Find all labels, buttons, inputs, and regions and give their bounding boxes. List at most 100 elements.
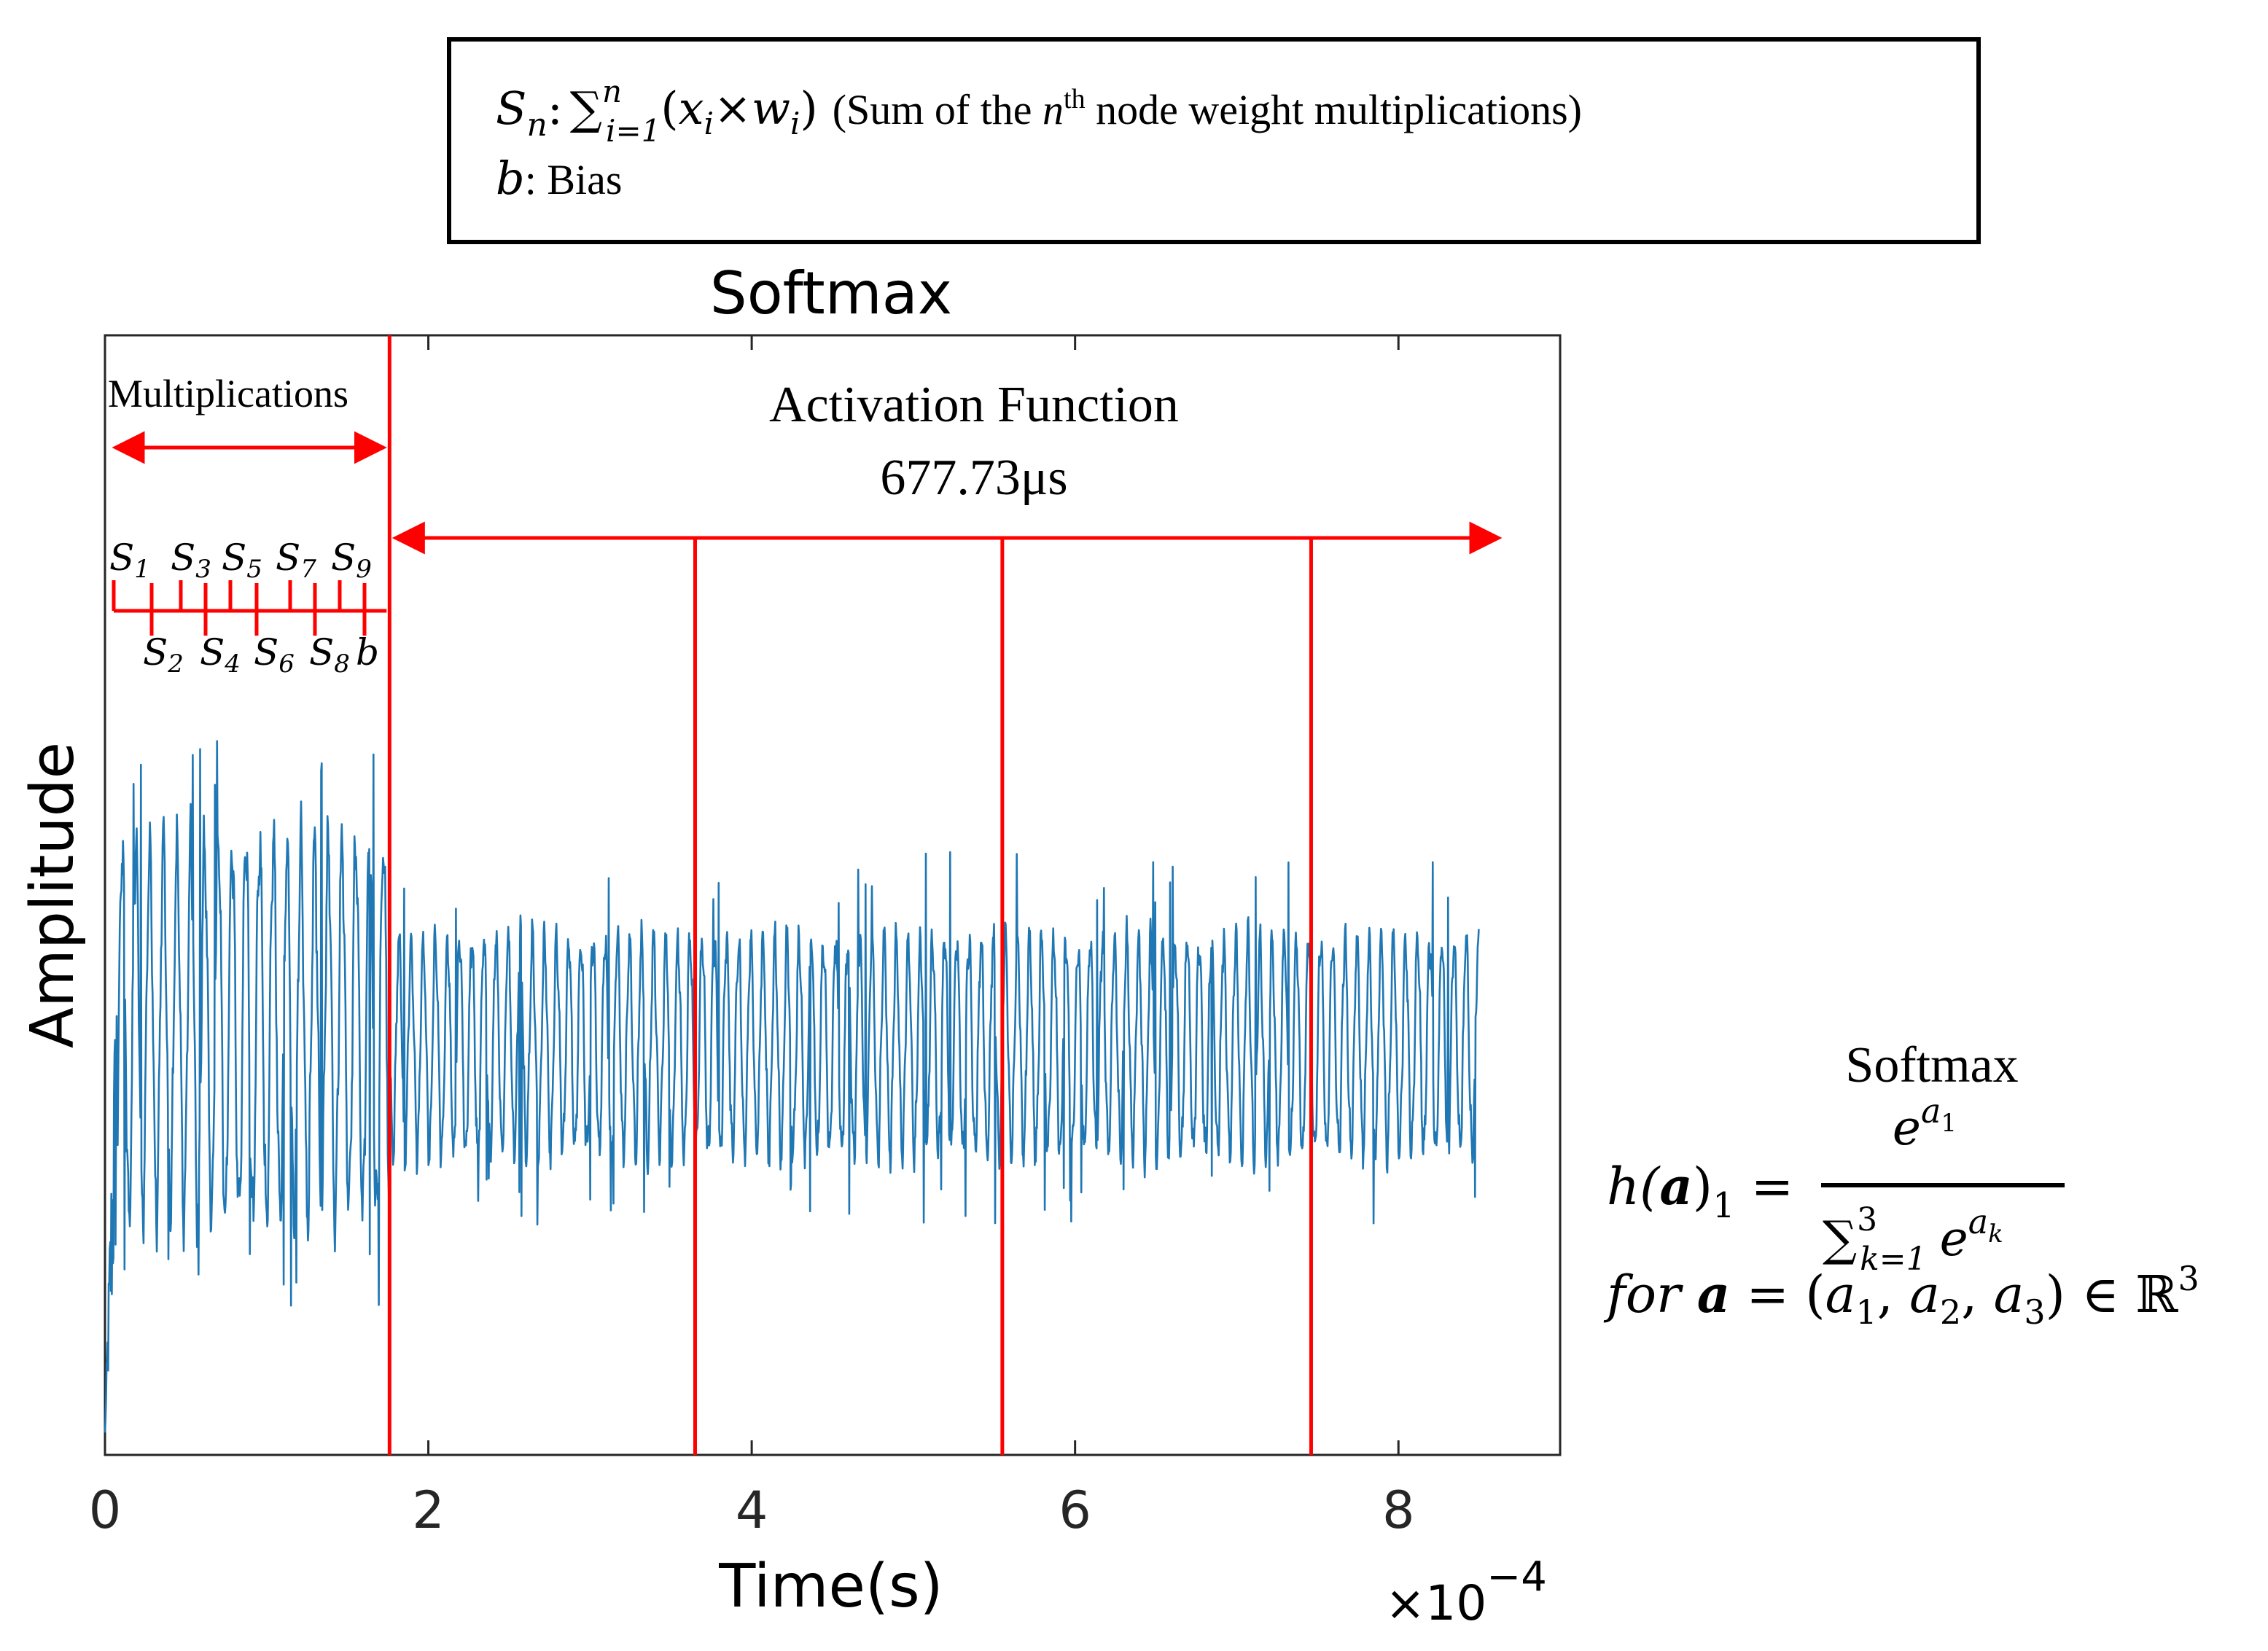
domain-a2-sub: 2 <box>1940 1292 1961 1332</box>
x-multiplier-exponent: −4 <box>1486 1553 1547 1601</box>
signal-line <box>104 740 1481 1433</box>
sum-sign: ∑ <box>570 82 602 135</box>
node-label-bottom: S8 <box>309 631 350 679</box>
node-label-sym: S <box>171 536 195 579</box>
node-label-bottom: S6 <box>254 631 295 679</box>
node-label-top: S1 <box>109 536 150 584</box>
x-tick-label: 2 <box>412 1480 445 1540</box>
node-label-sym: S <box>276 536 300 579</box>
x-axis-label: Time(s) <box>718 1552 943 1621</box>
node-label-sub: 6 <box>278 649 295 679</box>
node-label-top: S5 <box>222 536 262 584</box>
den-sum-sub: k=1 <box>1860 1241 1927 1278</box>
node-label-top: S9 <box>331 536 372 584</box>
sym-b: b <box>496 152 525 205</box>
node-label-sub: 8 <box>334 649 350 679</box>
y-axis-label: Amplitude <box>18 742 87 1048</box>
softmax-formula: Softmax h(a)1 = ea1 ∑3 k=1 eak for a = (a1,… <box>1603 1037 2199 1332</box>
sym-colon: : <box>547 82 563 135</box>
den-sum: ∑ <box>1823 1211 1857 1267</box>
node-label-sym: S <box>222 536 246 579</box>
node-label-sub: 3 <box>195 555 211 584</box>
sym-s: S <box>496 82 526 135</box>
x-multiplier: ×10−4 <box>1385 1553 1547 1631</box>
paren-close: ) <box>800 82 817 135</box>
node-label-sym: b <box>356 631 379 674</box>
formula-equals: = <box>1751 1157 1794 1217</box>
num-exp-sub: 1 <box>1941 1109 1957 1138</box>
domain-comma-1: , <box>1877 1265 1910 1324</box>
domain-for: for <box>1603 1265 1697 1324</box>
sym-i-sub-2: i <box>790 106 800 141</box>
sym-times: × <box>714 82 752 135</box>
x-multiplier-base: ×10 <box>1385 1575 1486 1631</box>
sum-sub: i=1 <box>606 113 660 149</box>
formula-paren: ) <box>1693 1157 1712 1217</box>
x-tick-label: 6 <box>1059 1480 1091 1540</box>
formula-sub-1: 1 <box>1712 1185 1735 1226</box>
node-label-bottom: b <box>356 631 379 674</box>
node-label-sym: S <box>309 631 334 674</box>
node-label-bottom: S2 <box>143 631 184 679</box>
domain-comma-2: , <box>1961 1265 1994 1324</box>
definition-line-1: Sn: ∑n i=1(xi×wi) (Sum of the nth node weig… <box>496 74 1582 149</box>
node-label-sym: S <box>143 631 168 674</box>
den-sum-sup: 3 <box>1857 1201 1877 1238</box>
domain-eq: = ( <box>1730 1265 1825 1324</box>
definition-box-frame <box>447 37 1981 244</box>
x-tick-label: 4 <box>736 1480 768 1540</box>
definition-line-2: b: Bias <box>496 152 622 205</box>
domain-a-bold: a <box>1697 1264 1730 1324</box>
node-label-bottom: S4 <box>200 631 241 679</box>
node-label-sub: 9 <box>356 555 372 584</box>
sym-x: x <box>679 82 704 135</box>
multiplications-label: Multiplications <box>108 372 348 415</box>
formula-heading: Softmax <box>1845 1037 2018 1093</box>
activation-duration: 677.73μs <box>880 450 1067 506</box>
node-label-sub: 1 <box>134 555 150 584</box>
activation-label: Activation Function <box>769 377 1179 433</box>
x-tick-label: 0 <box>89 1480 122 1540</box>
sym-w: w <box>752 82 790 135</box>
node-label-sub: 7 <box>300 555 316 584</box>
node-label-sub: 5 <box>246 555 262 584</box>
definition-text-th: th <box>1064 84 1086 114</box>
den-exp-sub: k <box>1988 1219 2003 1249</box>
formula-a-bold: a <box>1659 1156 1692 1217</box>
node-label-sub: 2 <box>167 649 184 679</box>
sum-sup: n <box>602 74 622 109</box>
domain-a1-sub: 1 <box>1855 1292 1877 1332</box>
domain-a3-sub: 3 <box>2024 1292 2045 1332</box>
num-e: e <box>1893 1100 1921 1156</box>
formula-numerator: ea1 <box>1893 1091 1957 1156</box>
sym-i-sub-1: i <box>704 106 714 141</box>
x-tick-label: 8 <box>1382 1480 1415 1540</box>
node-label-sym: S <box>200 631 225 674</box>
sym-n-sub: n <box>526 106 547 144</box>
den-exp-a: a <box>1968 1202 1988 1241</box>
formula-domain: for a = (a1, a2, a3) ∈ ℝ3 <box>1603 1259 2199 1332</box>
marker-layer <box>112 335 1503 1455</box>
formula-h: h( <box>1607 1157 1661 1217</box>
node-label-sym: S <box>254 631 278 674</box>
domain-sup: 3 <box>2178 1259 2199 1298</box>
den-e: e <box>1940 1211 1968 1267</box>
definition-text-pre: (Sum of the <box>833 86 1043 133</box>
bias-text: : Bias <box>525 156 623 203</box>
series-layer <box>104 740 1481 1433</box>
domain-a2: a <box>1909 1265 1940 1324</box>
num-exp-a: a <box>1921 1091 1941 1131</box>
formula-denominator: ∑3 k=1 eak <box>1823 1201 2003 1278</box>
x-axis: 0 2 4 6 8 <box>89 335 1415 1540</box>
definition-text-post: node weight multiplications) <box>1086 86 1582 133</box>
node-label-sub: 4 <box>224 649 241 679</box>
axes-frame <box>104 334 1562 1456</box>
formula-lhs: h(a)1 = <box>1607 1156 1793 1226</box>
definition-text-n: n <box>1043 86 1064 133</box>
node-label-sym: S <box>331 536 356 579</box>
chart-title: Softmax <box>710 259 952 327</box>
domain-a1: a <box>1825 1265 1856 1324</box>
